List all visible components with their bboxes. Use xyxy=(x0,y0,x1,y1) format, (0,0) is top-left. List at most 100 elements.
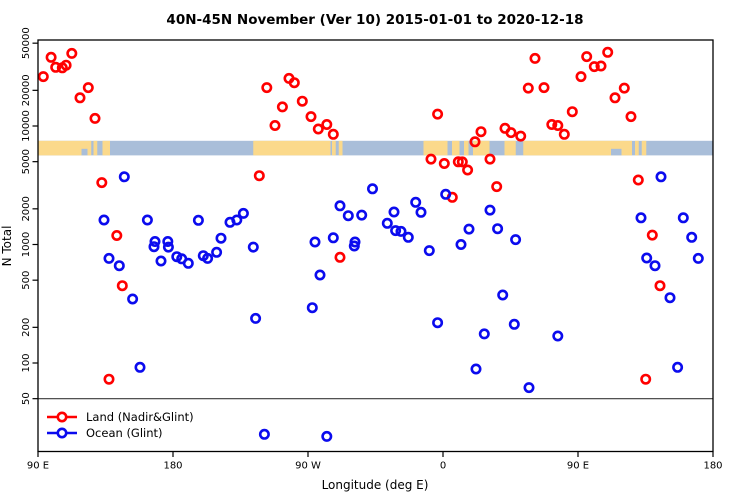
ocean-point xyxy=(432,317,444,329)
ocean-point xyxy=(141,214,153,226)
land-point xyxy=(321,119,333,131)
ocean-point xyxy=(162,241,174,253)
land-point xyxy=(253,170,265,182)
ocean-point xyxy=(148,241,160,253)
land-point xyxy=(581,51,593,63)
x-tick-label: 90 E xyxy=(27,461,49,472)
land-point xyxy=(116,280,128,292)
ocean-point xyxy=(155,255,167,267)
land-point xyxy=(89,112,101,124)
ocean-point xyxy=(463,223,475,235)
legend-land-marker xyxy=(56,411,68,423)
ocean-point xyxy=(664,292,676,304)
ocean-point xyxy=(510,234,522,246)
y-tick-label: 5000 xyxy=(21,149,32,174)
ocean-point xyxy=(134,361,146,373)
strip-land-segment xyxy=(473,140,490,156)
strip-land-segment xyxy=(332,140,336,156)
ocean-point xyxy=(342,210,354,222)
strip-ocean-patch xyxy=(81,148,88,156)
land-point xyxy=(452,156,464,168)
land-point xyxy=(469,136,481,148)
ocean-point xyxy=(390,225,402,237)
land-point xyxy=(312,123,324,135)
ocean-point xyxy=(470,363,482,375)
legend-ocean-marker xyxy=(56,427,68,439)
y-tick-label: 100 xyxy=(21,353,32,372)
ocean-point xyxy=(348,240,360,252)
ocean-point xyxy=(641,252,653,264)
x-tick-label: 180 xyxy=(163,461,182,472)
ocean-point xyxy=(103,252,115,264)
land-point xyxy=(491,181,503,193)
legend: Land (Nadir&Glint) Ocean (Glint) xyxy=(47,410,194,440)
land-point xyxy=(632,174,644,186)
land-point xyxy=(276,101,288,113)
land-point xyxy=(288,77,300,89)
ocean-point xyxy=(356,209,368,221)
y-axis-label: N Total xyxy=(0,226,14,267)
y-tick-label: 20000 xyxy=(21,74,32,106)
land-point xyxy=(602,46,614,58)
ocean-point xyxy=(327,232,339,244)
land-point xyxy=(60,59,72,71)
ocean-point xyxy=(321,430,333,442)
ocean-point xyxy=(692,252,704,264)
land-point xyxy=(552,120,564,132)
land-point xyxy=(522,82,534,94)
land-point xyxy=(50,61,62,73)
ocean-point xyxy=(423,245,435,257)
land-point xyxy=(82,82,94,94)
land-point xyxy=(566,106,578,118)
legend-ocean-label: Ocean (Glint) xyxy=(86,426,163,440)
plot-box xyxy=(37,39,714,453)
ocean-point xyxy=(211,246,223,258)
land-point xyxy=(103,373,115,385)
ocean-point xyxy=(415,206,427,218)
ocean-point xyxy=(127,293,139,305)
land-point xyxy=(456,156,468,168)
land-point xyxy=(37,71,49,83)
ocean-point xyxy=(113,260,125,272)
ocean-point xyxy=(655,171,667,183)
ocean-point xyxy=(215,232,227,244)
map-strip xyxy=(38,140,713,156)
ocean-point xyxy=(402,231,414,243)
land-point xyxy=(609,92,621,104)
ocean-point xyxy=(649,260,661,272)
ocean-point xyxy=(237,207,249,219)
ocean-point xyxy=(247,241,259,253)
axes: 90 E 180 90 W 0 90 E 180 50 100 200 500 1000 2000 50… xyxy=(21,27,723,471)
land-point xyxy=(111,230,123,242)
ocean-point xyxy=(686,231,698,243)
y-tick-label: 50000 xyxy=(21,27,32,59)
ocean-point xyxy=(552,330,564,342)
y-tick-label: 10000 xyxy=(21,110,32,142)
strip-land-segment xyxy=(38,140,92,156)
land-point xyxy=(327,128,339,140)
ocean-point xyxy=(635,212,647,224)
ocean-point xyxy=(381,217,393,229)
land-point xyxy=(305,111,317,123)
strip-ocean-patch xyxy=(611,148,622,156)
y-tick-label: 200 xyxy=(21,318,32,337)
land-point xyxy=(505,127,517,139)
ocean-point xyxy=(314,269,326,281)
data-points xyxy=(37,46,704,442)
chart-title: 40N-45N November (Ver 10) 2015-01-01 to … xyxy=(166,12,583,28)
ocean-point xyxy=(677,212,689,224)
ocean-point xyxy=(149,236,161,248)
ocean-point xyxy=(306,302,318,314)
ocean-series xyxy=(98,171,704,442)
x-tick-label: 180 xyxy=(703,461,722,472)
land-point xyxy=(588,61,600,73)
land-point xyxy=(640,373,652,385)
strip-land-segment xyxy=(93,140,98,156)
land-series xyxy=(37,46,666,385)
x-tick-label: 90 E xyxy=(567,461,589,472)
y-tick-label: 50 xyxy=(21,392,32,405)
legend-land-label: Land (Nadir&Glint) xyxy=(86,410,194,424)
land-point xyxy=(529,52,541,64)
ocean-point xyxy=(484,204,496,216)
land-point xyxy=(515,130,527,142)
